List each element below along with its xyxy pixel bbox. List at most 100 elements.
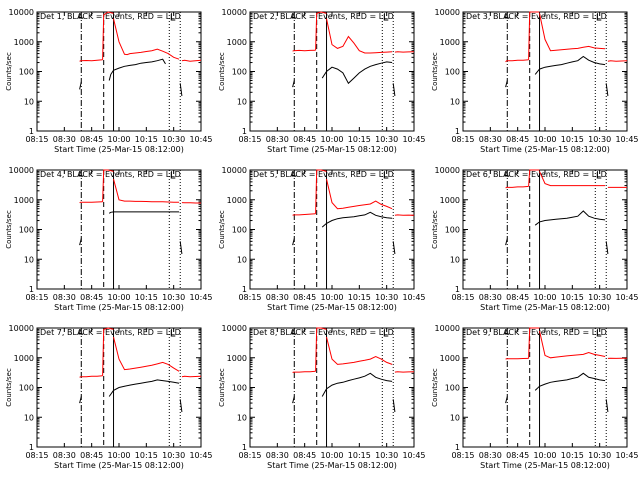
lld-series-line	[181, 59, 202, 62]
x-tick-label: 08:45	[293, 293, 316, 302]
corner-mark	[504, 14, 510, 19]
lld-series-line	[539, 330, 606, 359]
lld-series-line	[292, 49, 316, 52]
y-tick-label: 100	[445, 384, 460, 393]
lld-series-line	[102, 11, 114, 60]
x-tick-label: 08:45	[293, 451, 316, 460]
y-axis-label: Counts/sec	[218, 368, 226, 407]
y-tick-label: 1000	[440, 354, 460, 363]
x-tick-label: 08:15	[25, 451, 48, 460]
x-tick-label: 08:15	[238, 451, 261, 460]
y-tick-label: 10	[450, 413, 460, 422]
y-tick-label: 10000	[9, 324, 34, 333]
y-axis-label: Counts/sec	[431, 210, 439, 249]
corner-mark	[383, 172, 389, 179]
x-axis-label: Start Time (25-Mar-15 08:12:00)	[54, 145, 184, 154]
y-tick-label: 1	[29, 127, 34, 136]
y-axis-label: Counts/sec	[5, 368, 13, 407]
x-tick-label: 10:30	[375, 135, 398, 144]
events-series-line	[79, 396, 82, 404]
y-tick-label: 10	[237, 97, 247, 106]
y-tick-label: 1	[242, 443, 247, 452]
x-axis-label: Start Time (25-Mar-15 08:12:00)	[480, 303, 610, 312]
x-tick-label: 10:15	[135, 135, 158, 144]
lld-series-line	[528, 169, 540, 187]
events-series-line	[392, 241, 396, 255]
y-tick-label: 10	[237, 413, 247, 422]
events-series-line	[392, 83, 396, 97]
y-tick-label: 1000	[440, 196, 460, 205]
y-tick-label: 1000	[14, 38, 34, 47]
lld-series-line	[79, 201, 103, 204]
lld-series-line	[113, 336, 180, 372]
lld-series-line	[326, 178, 393, 210]
y-axis-label: Counts/sec	[218, 210, 226, 249]
y-tick-label: 10000	[435, 166, 460, 175]
x-axis-label: Start Time (25-Mar-15 08:12:00)	[480, 461, 610, 470]
events-series-line	[321, 372, 393, 397]
chart-panel-2: 1 10 100 1000 10000 08:15 08:30 08:45 10:00 10:15…	[218, 8, 426, 154]
x-axis-label: Start Time (25-Mar-15 08:12:00)	[54, 303, 184, 312]
events-series-line	[381, 61, 393, 64]
x-tick-label: 10:00	[107, 135, 130, 144]
x-tick-label: 10:15	[348, 135, 371, 144]
lld-series-line	[326, 336, 393, 365]
x-tick-label: 08:45	[506, 451, 529, 460]
lld-series-line	[79, 59, 103, 62]
x-tick-label: 10:45	[189, 135, 212, 144]
x-axis-label: Start Time (25-Mar-15 08:12:00)	[267, 461, 397, 470]
plot-frame	[462, 169, 628, 290]
y-tick-label: 10	[24, 97, 34, 106]
x-tick-label: 10:45	[615, 451, 638, 460]
y-tick-label: 1	[29, 285, 34, 294]
x-tick-label: 08:30	[479, 135, 502, 144]
events-series-line	[392, 399, 396, 413]
chart-title: Det 5, BLACK = Events, RED = LLD	[253, 170, 394, 179]
plot-frame	[36, 169, 202, 290]
lld-series-line	[505, 59, 529, 63]
x-tick-label: 08:45	[80, 293, 103, 302]
y-tick-label: 10	[237, 255, 247, 264]
events-series-line	[108, 379, 180, 397]
corner-mark	[78, 330, 84, 335]
x-tick-label: 08:45	[506, 135, 529, 144]
lld-series-line	[539, 171, 606, 187]
x-tick-label: 10:15	[135, 293, 158, 302]
x-tick-label: 10:45	[615, 135, 638, 144]
x-tick-label: 08:15	[25, 293, 48, 302]
y-tick-label: 1	[242, 127, 247, 136]
y-tick-label: 1000	[14, 196, 34, 205]
corner-mark	[170, 14, 176, 21]
x-axis-label: Start Time (25-Mar-15 08:12:00)	[267, 303, 397, 312]
events-series-line	[321, 62, 382, 85]
corner-mark	[170, 172, 176, 179]
x-tick-label: 08:30	[266, 135, 289, 144]
y-tick-label: 1000	[227, 354, 247, 363]
x-tick-label: 08:15	[451, 293, 474, 302]
events-series-line	[605, 83, 609, 97]
lld-series-line	[113, 18, 180, 60]
chart-title: Det 6, BLACK = Events, RED = LLD	[466, 170, 607, 179]
corner-mark	[291, 172, 297, 177]
y-tick-label: 100	[445, 226, 460, 235]
y-tick-label: 1000	[227, 38, 247, 47]
x-tick-label: 10:30	[375, 451, 398, 460]
y-axis-label: Counts/sec	[431, 368, 439, 407]
corner-mark	[383, 14, 389, 21]
events-series-line	[292, 396, 295, 404]
chart-panel-3: 1 10 100 1000 10000 08:15 08:30 08:45 10:00 10:15…	[431, 8, 639, 154]
chart-title: Det 1, BLACK = Events, RED = LLD	[40, 12, 181, 21]
events-series-line	[179, 399, 183, 413]
chart-panel-6: 1 10 100 1000 10000 08:15 08:30 08:45 10:00 10:15…	[431, 166, 639, 312]
x-tick-label: 10:30	[375, 293, 398, 302]
events-series-line	[108, 211, 180, 214]
x-tick-label: 10:00	[320, 135, 343, 144]
x-tick-label: 08:15	[238, 135, 261, 144]
x-axis-label: Start Time (25-Mar-15 08:12:00)	[480, 145, 610, 154]
x-tick-label: 08:30	[479, 293, 502, 302]
x-tick-label: 10:30	[588, 293, 611, 302]
x-tick-label: 10:45	[402, 451, 425, 460]
y-tick-label: 1000	[227, 196, 247, 205]
y-tick-label: 10000	[435, 324, 460, 333]
